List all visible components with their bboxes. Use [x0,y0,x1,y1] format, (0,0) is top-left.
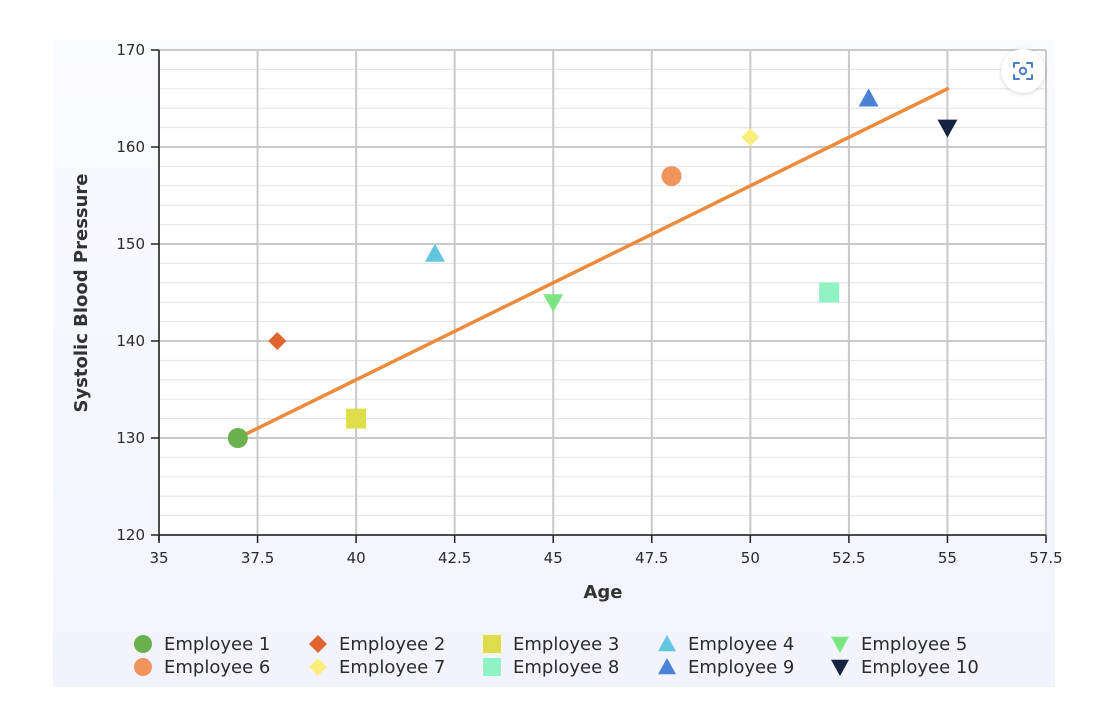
legend-marker [658,635,676,652]
legend-item-employee-8[interactable]: Employee 8 [483,657,619,678]
legend-item-employee-2[interactable]: Employee 2 [309,634,445,655]
legend-item-employee-6[interactable]: Employee 6 [134,657,270,678]
data-markers [227,88,958,448]
legend-label: Employee 9 [688,657,794,678]
y-tick-label: 160 [116,138,145,156]
grid-lines [158,49,1047,536]
legend-item-employee-1[interactable]: Employee 1 [134,634,270,655]
y-tick-label: 150 [116,235,145,253]
legend-marker [309,658,327,676]
data-point-employee-6[interactable] [661,166,682,187]
legend-item-employee-4[interactable]: Employee 4 [658,634,794,655]
plot-area [159,50,1046,535]
data-point-employee-1[interactable] [227,428,248,448]
legend-marker [831,636,849,653]
trendline [236,87,950,440]
axes [151,49,1047,543]
x-tick-label: 45 [544,549,563,567]
legend-marker [831,659,849,676]
tick-labels: 120 130 140 150 160 170 35 37.5 40 42.5 45 47.5 50 52… [116,41,1062,567]
data-point-employee-8[interactable] [819,282,840,303]
screenshot-capture-icon [1013,62,1033,80]
legend-marker [309,635,327,653]
x-tick-label: 52.5 [832,549,865,567]
data-point-employee-5[interactable] [543,294,564,313]
x-tick-label: 47.5 [635,549,668,567]
y-tick-label: 140 [116,332,145,350]
legend-marker [658,658,676,675]
x-tick-label: 50 [741,549,760,567]
data-point-employee-3[interactable] [346,408,367,429]
screenshot-button[interactable] [1001,49,1045,93]
legend-label: Employee 8 [513,657,619,678]
legend-marker [134,635,152,653]
x-axis-title: Age [583,582,622,603]
legend-label: Employee 1 [164,634,270,655]
legend-item-employee-5[interactable]: Employee 5 [831,634,967,655]
y-tick-label: 130 [116,429,145,447]
y-tick-label: 170 [116,41,145,59]
legend-item-employee-10[interactable]: Employee 10 [831,657,979,678]
y-axis-title: Systolic Blood Pressure [71,173,92,412]
legend-marker [483,635,501,653]
legend-label: Employee 3 [513,634,619,655]
data-point-employee-4[interactable] [424,243,445,262]
x-tick-label: 55 [938,549,957,567]
legend-item-employee-9[interactable]: Employee 9 [658,657,794,678]
legend-item-employee-3[interactable]: Employee 3 [483,634,619,655]
x-tick-label: 37.5 [241,549,274,567]
legend-label: Employee 10 [861,657,979,678]
x-tick-label: 57.5 [1029,549,1062,567]
legend-label: Employee 6 [164,657,270,678]
data-point-employee-7[interactable] [741,128,760,147]
data-point-employee-10[interactable] [937,119,958,138]
legend-label: Employee 2 [339,634,445,655]
trendline-layer [236,87,950,440]
data-point-employee-9[interactable] [858,88,879,107]
legend-marker [134,658,152,676]
legend-label: Employee 7 [339,657,445,678]
x-tick-label: 40 [347,549,366,567]
y-tick-label: 120 [116,526,145,544]
legend: Employee 1 Employee 2 Employee 3 Employee 4… [134,634,979,678]
legend-label: Employee 5 [861,634,967,655]
x-tick-label: 35 [149,549,168,567]
data-point-employee-2[interactable] [268,332,287,350]
legend-label: Employee 4 [688,634,794,655]
x-tick-label: 42.5 [438,549,471,567]
legend-item-employee-7[interactable]: Employee 7 [309,657,445,678]
legend-marker [483,658,501,676]
